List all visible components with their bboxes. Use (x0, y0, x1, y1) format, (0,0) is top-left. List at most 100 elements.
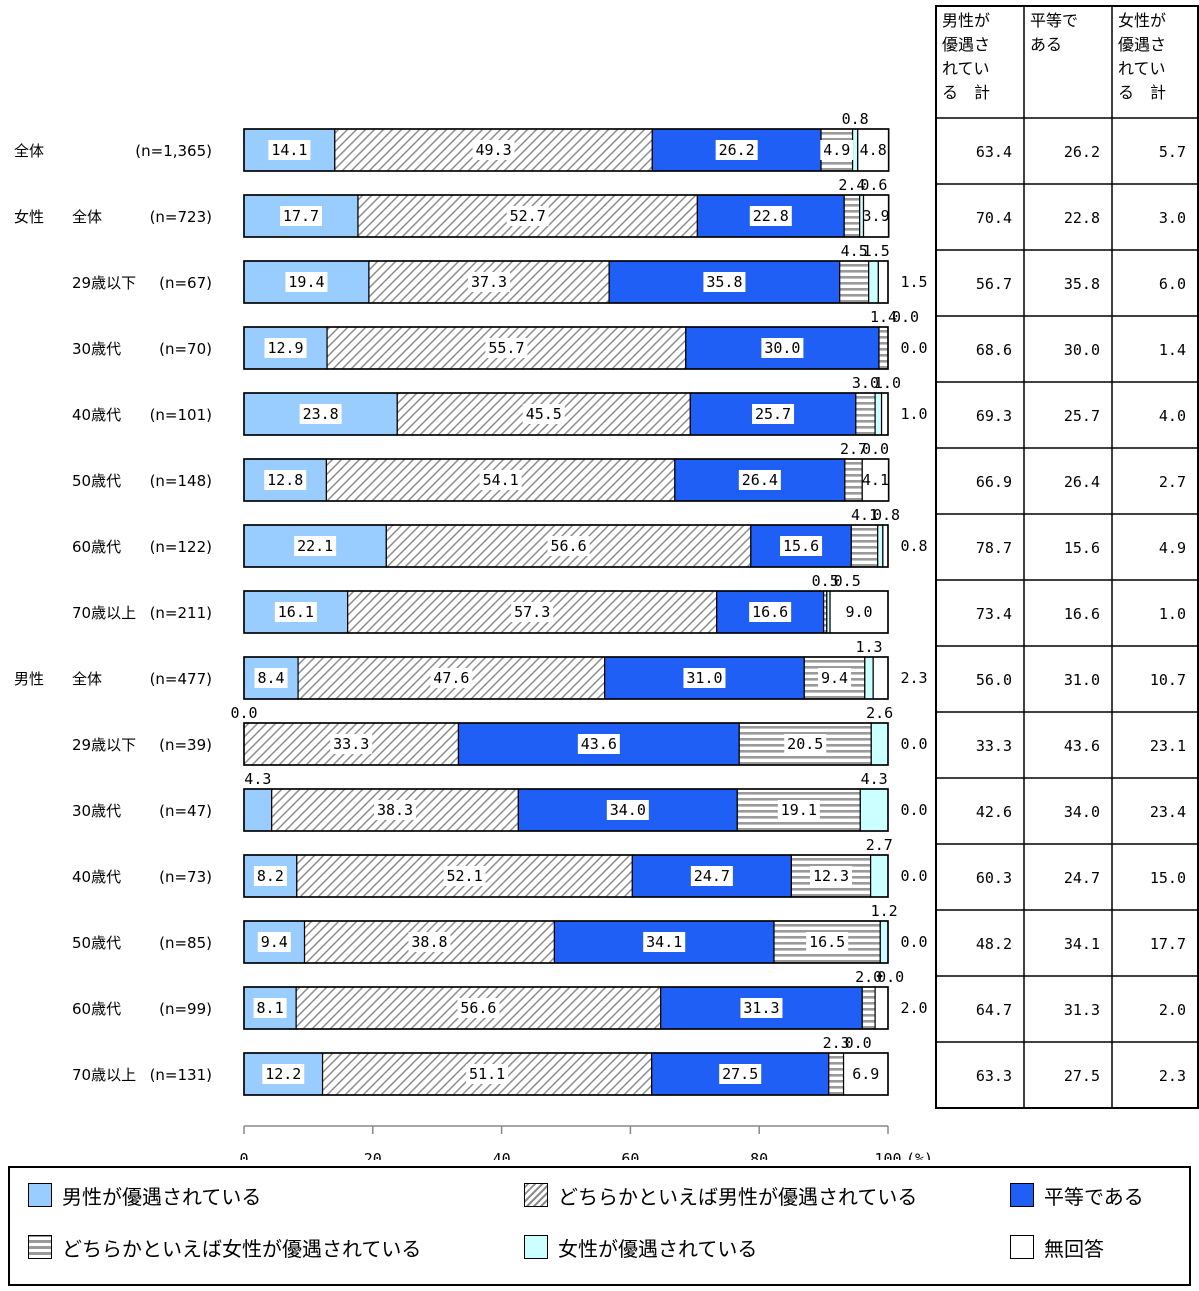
data-label: 38.3 (377, 801, 413, 819)
bar-outline (243, 1052, 889, 1096)
data-label: 0.5 (834, 572, 861, 590)
data-label-backdrop (254, 668, 288, 688)
table-cell: 17.7 (1150, 935, 1186, 953)
legend-swatch (1010, 1183, 1034, 1207)
data-label: 54.1 (483, 471, 519, 489)
data-label: 30.0 (764, 339, 800, 357)
data-label-backdrop (408, 932, 451, 952)
data-label-backdrop (749, 206, 792, 226)
data-label: 8.4 (258, 669, 285, 687)
bar-outline (243, 392, 889, 436)
data-label: 2.7 (840, 440, 867, 458)
table-cell: 48.2 (976, 935, 1012, 953)
legend-item: 男性が優遇されている (28, 1180, 261, 1210)
table-cell: 6.0 (1159, 275, 1186, 293)
bar-outline (243, 788, 889, 832)
bar-segment-no-answer (872, 656, 889, 700)
bar-segment-female-favored (870, 722, 889, 766)
data-label-backdrop (683, 668, 726, 688)
table-cell: 30.0 (1064, 341, 1100, 359)
group-label: 全体 (14, 142, 44, 160)
data-label: 4.8 (860, 141, 887, 159)
data-label-backdrop (780, 536, 823, 556)
data-label: 37.3 (471, 273, 507, 291)
table-cell: 42.6 (976, 803, 1012, 821)
data-label-backdrop (472, 140, 515, 160)
bar-outline (243, 260, 889, 304)
table-cell: 10.7 (1150, 671, 1186, 689)
x-tick-label: 80 (750, 1150, 768, 1160)
table-header: る 計 (1118, 83, 1166, 102)
data-label: 1.2 (871, 902, 898, 920)
bar-segment-female-favored (859, 788, 889, 832)
data-label: 0.0 (900, 867, 927, 885)
data-label: 2.4 (838, 176, 865, 194)
table-cell: 78.7 (976, 539, 1012, 557)
data-label: 34.0 (610, 801, 646, 819)
category-label: 60歳代 (72, 538, 121, 556)
data-label: 9.4 (821, 669, 848, 687)
data-label-backdrop (294, 536, 337, 556)
data-label-backdrop (511, 602, 554, 622)
data-label-backdrop (330, 734, 373, 754)
data-label: 22.8 (753, 207, 789, 225)
data-label-backdrop (479, 470, 522, 490)
data-label: 57.3 (514, 603, 550, 621)
data-label: 52.1 (447, 867, 483, 885)
bar-segment-female-favored (877, 524, 884, 568)
data-label: 2.7 (866, 836, 893, 854)
table-cell: 43.6 (1064, 737, 1100, 755)
data-label: 12.3 (813, 867, 849, 885)
table-cell: 15.0 (1150, 869, 1186, 887)
sample-size-label: (n=85) (159, 934, 212, 952)
table-header: れてい (942, 59, 990, 78)
sample-size-label: (n=131) (150, 1066, 212, 1084)
legend-swatch (28, 1183, 52, 1207)
data-label: 0.0 (892, 308, 919, 326)
table-cell: 66.9 (976, 473, 1012, 491)
data-label-backdrop (374, 800, 417, 820)
category-label: 30歳代 (72, 340, 121, 358)
data-label: 49.3 (475, 141, 511, 159)
table-header: る 計 (942, 83, 990, 102)
bar-segment-no-answer (877, 260, 889, 304)
data-label: 0.0 (230, 704, 257, 722)
bar-segment-no-answer (842, 1052, 889, 1096)
data-label: 2.3 (823, 1034, 850, 1052)
x-unit-label: (%) (906, 1150, 933, 1160)
data-label: 31.0 (686, 669, 722, 687)
data-label: 19.4 (288, 273, 324, 291)
category-label: 全体 (72, 670, 102, 688)
table-cell: 1.4 (1159, 341, 1186, 359)
x-axis: 0 20 40 60 80 100 (%) (239, 1125, 933, 1160)
legend-label: 女性が優遇されている (558, 1236, 758, 1261)
legend-item: 女性が優遇されている (524, 1232, 757, 1262)
category-label: 70歳以上 (72, 1066, 136, 1084)
bar-segment-somewhat-female-favored (844, 458, 863, 502)
data-label: 0.0 (845, 1034, 872, 1052)
data-label-backdrop (777, 800, 820, 820)
table-cell: 16.6 (1064, 605, 1100, 623)
data-label: 56.6 (460, 999, 496, 1017)
bar-row: 40歳代 (n=101) 23.8 45.5 25.73.01.01.0 (72, 374, 928, 436)
data-label: 24.7 (694, 867, 730, 885)
data-label: 0.0 (862, 440, 889, 458)
category-label: 29歳以下 (72, 736, 136, 754)
bar-segment-female-favored (879, 920, 889, 964)
data-label-backdrop (703, 272, 746, 292)
bar-segment-somewhat-female-favored (850, 524, 879, 568)
sample-size-label: (n=477) (150, 670, 212, 688)
category-label: 29歳以下 (72, 274, 136, 292)
bar-row: 70歳以上 (n=211) 16.1 57.3 16.6 0.50.5 9.0 (72, 572, 889, 634)
data-label: 27.5 (722, 1065, 758, 1083)
data-label: 26.2 (719, 141, 755, 159)
data-label: 1.0 (900, 405, 927, 423)
data-label: 4.3 (861, 770, 888, 788)
table-cell: 3.0 (1159, 209, 1186, 227)
table-cell: 60.3 (976, 869, 1012, 887)
data-label-backdrop (738, 470, 781, 490)
bar-segment-female-favored (868, 260, 879, 304)
data-label-backdrop (606, 800, 649, 820)
bar-row: 女性 全体 (n=723) 17.7 52.7 22.8 2.40.6 3.9 (14, 176, 890, 238)
table-cell: 73.4 (976, 605, 1012, 623)
